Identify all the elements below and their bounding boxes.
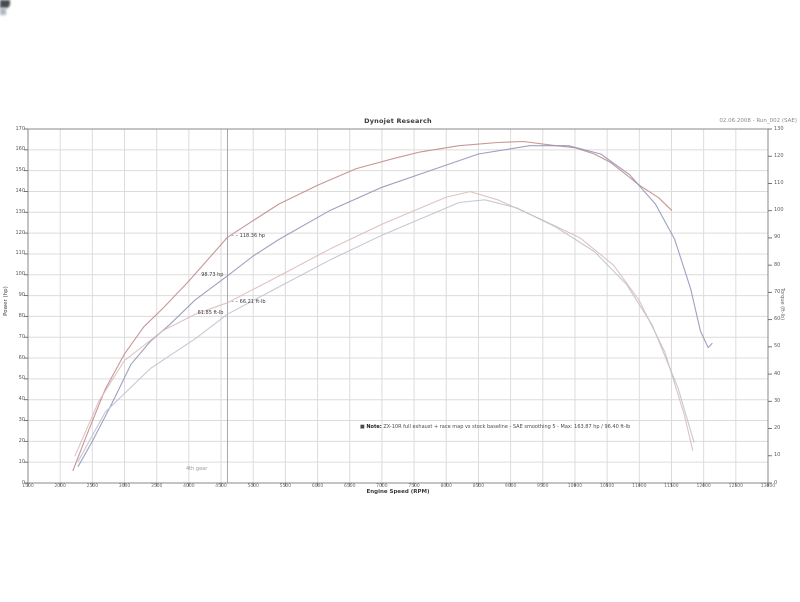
axis-tick-label: 40 xyxy=(18,396,25,403)
run-file-info: 02.06.2008 - Run_002 (SAE) xyxy=(719,118,797,124)
axis-tick-label: 30 xyxy=(774,397,781,404)
axis-tick-label: 3500 xyxy=(150,484,163,489)
axis-tick-label: 9500 xyxy=(537,484,549,489)
note-text: ZX-10R full exhaust + race map vs stock … xyxy=(383,424,631,430)
curve-torque-run1 xyxy=(77,199,695,462)
axis-tick-label: 110 xyxy=(774,179,784,186)
axis-tick-label: 50 xyxy=(18,375,25,382)
axis-tick-label: 12000 xyxy=(696,484,711,489)
plot-frame xyxy=(27,128,769,484)
axis-tick-label: 10500 xyxy=(599,484,615,489)
cursor-run-value-label: 98.73 hp xyxy=(201,271,224,278)
curve-torque-run2 xyxy=(74,191,694,457)
axis-tick-label: 160 xyxy=(15,146,25,153)
axis-tick-label: 7500 xyxy=(408,484,420,489)
axis-tick-label: 4000 xyxy=(183,484,195,489)
axis-tick-label: 11500 xyxy=(664,484,679,489)
axis-tick-label: 60 xyxy=(774,316,781,323)
axis-tick-label: 50 xyxy=(774,343,781,350)
axis-tick-label: 130 xyxy=(15,208,25,215)
axis-tick-label: 140 xyxy=(15,187,25,194)
axis-tick-label: 100 xyxy=(774,207,784,214)
axis-tick-label: 110 xyxy=(15,250,25,257)
axis-tick-label: 90 xyxy=(774,234,781,241)
axis-tick-label: 40 xyxy=(774,370,781,377)
note-icon: ■ xyxy=(360,424,365,430)
axis-tick-label: 80 xyxy=(774,261,781,268)
axis-tick-label: 20 xyxy=(18,437,25,444)
curve-power-run2 xyxy=(72,140,673,472)
axis-tick-label: 10 xyxy=(774,452,781,459)
axis-tick-label: 12500 xyxy=(728,484,743,489)
axis-tick-label: 70 xyxy=(18,333,25,340)
cursor-run-value-label: 61.85 ft-lb xyxy=(197,310,224,317)
axis-tick-label: 30 xyxy=(18,417,25,424)
axis-tick-label: 170 xyxy=(15,125,25,132)
screen-corner-artifact-faint xyxy=(0,8,6,15)
axis-tick-label: 2500 xyxy=(86,484,99,489)
chart-title: Dynojet Research xyxy=(364,117,432,125)
axis-tick-label: 10000 xyxy=(567,484,583,489)
axis-tick-label: 2000 xyxy=(54,484,66,489)
axis-tick-label: 6500 xyxy=(344,484,356,489)
axis-tick-label: 1500 xyxy=(22,484,34,489)
axis-tick-label: 9000 xyxy=(504,484,517,489)
axis-tick-label: 3000 xyxy=(118,484,131,489)
axis-tick-label: 11000 xyxy=(632,484,647,489)
axis-tick-label: 100 xyxy=(15,271,25,278)
axis-tick-label: 60 xyxy=(18,354,25,361)
axis-tick-label: 90 xyxy=(18,292,25,299)
axis-tick-label: 20 xyxy=(774,425,781,432)
cursor-run-value-label: – – 118.36 hp xyxy=(231,232,266,239)
axis-tick-label: 4500 xyxy=(215,484,227,489)
axis-tick-label: 120 xyxy=(15,229,25,236)
axis-tick-label: 6000 xyxy=(311,484,324,489)
axis-tick-label: 80 xyxy=(18,312,25,319)
cursor-run-value-label: – – 66.21 ft-lb xyxy=(231,298,266,305)
note-annotation: ■ Note: ZX-10R full exhaust + race map v… xyxy=(360,424,660,430)
axis-tick-label: 0 xyxy=(21,479,25,486)
note-label: Note: xyxy=(366,424,382,430)
axis-tick-label: 130 xyxy=(774,125,784,132)
left-axis-title: Power (hp) xyxy=(3,286,9,316)
axis-tick-label: 13000 xyxy=(760,484,776,489)
axis-tick-label: 8500 xyxy=(472,484,485,489)
axis-tick-label: 10 xyxy=(18,458,25,465)
screen-corner-artifact xyxy=(0,0,10,8)
x-axis-title: Engine Speed (RPM) xyxy=(366,489,430,495)
axis-tick-label: 120 xyxy=(774,152,784,159)
curve-power-run1 xyxy=(77,145,713,467)
axis-tick-label: 7000 xyxy=(376,484,388,489)
axis-tick-label: 150 xyxy=(15,167,25,174)
axis-tick-label: 70 xyxy=(774,288,781,295)
axis-tick-label: 5500 xyxy=(279,484,292,489)
axis-tick-label: 0 xyxy=(774,479,778,486)
gear-indicator-label: 4th gear xyxy=(186,466,208,472)
axis-tick-label: 5000 xyxy=(247,484,259,489)
right-axis-title: Torque (ft-lb) xyxy=(779,287,785,321)
axis-tick-label: 8000 xyxy=(440,484,452,489)
